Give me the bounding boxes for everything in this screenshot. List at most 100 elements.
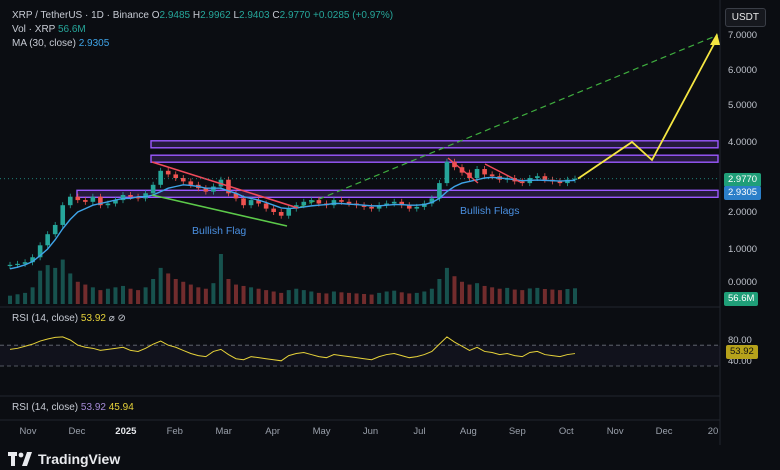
candle-body xyxy=(572,178,578,180)
candle-body xyxy=(316,200,322,204)
volume-value: 56.6M xyxy=(57,24,86,35)
volume-bar xyxy=(15,294,20,304)
tradingview-logo-icon xyxy=(8,452,32,466)
price-tick-label: 6.0000 xyxy=(728,65,757,76)
projection-path xyxy=(577,38,718,180)
candle-body xyxy=(474,169,480,178)
candle-body xyxy=(7,264,13,267)
volume-bar xyxy=(460,281,464,304)
volume-bar xyxy=(535,287,540,304)
candle-body xyxy=(98,196,103,206)
candle-body xyxy=(482,169,487,175)
candle-body xyxy=(37,245,43,258)
change-value: +0.0285 (+0.97%) xyxy=(313,10,394,21)
time-tick-label: Nov xyxy=(20,426,37,437)
volume-bar xyxy=(520,290,525,304)
time-tick-label: Oct xyxy=(559,426,574,437)
rsi-settings-icon[interactable]: ⌀ ⊘ xyxy=(108,313,126,324)
volume-bar xyxy=(234,284,238,304)
brand-bar: TradingView xyxy=(8,448,780,470)
volume-bar xyxy=(23,292,28,304)
candle-body xyxy=(361,205,367,207)
close-value: 2.9770 xyxy=(279,10,311,21)
volume-bar xyxy=(331,291,336,304)
volume-bar xyxy=(384,291,389,304)
time-tick-label: Aug xyxy=(460,426,477,437)
rsi-band xyxy=(0,345,720,366)
candle-body xyxy=(263,203,269,209)
open-label: O xyxy=(151,10,160,21)
candle-body xyxy=(248,200,254,206)
time-tick-label: Nov xyxy=(607,426,624,437)
volume-bar xyxy=(542,289,547,304)
volume-bar xyxy=(565,289,570,304)
candle-body xyxy=(60,205,66,225)
rsi-line xyxy=(9,336,576,362)
currency-button[interactable]: USDT xyxy=(724,8,766,27)
time-tick-label: 2025 xyxy=(115,426,137,437)
candle-body xyxy=(346,201,352,204)
flag3-upper-line xyxy=(484,163,521,183)
candle-body xyxy=(391,201,397,204)
volume-bar xyxy=(414,292,419,304)
volume-bar xyxy=(309,291,314,304)
candle-body xyxy=(256,200,261,204)
volume-bar xyxy=(324,293,329,304)
candle-body xyxy=(203,188,209,192)
volume-bar xyxy=(75,281,80,304)
candle-body xyxy=(331,200,337,206)
volume-bar xyxy=(8,295,12,304)
volume-bar xyxy=(256,288,261,304)
rsi-header: RSI (14, close) 53.92 ⌀ ⊘ xyxy=(12,313,126,324)
candle-body xyxy=(83,200,88,202)
candle-body xyxy=(67,196,73,206)
candle-body xyxy=(45,234,50,246)
candle-body xyxy=(271,208,276,212)
volume-bar xyxy=(429,288,434,304)
candle-body xyxy=(444,161,450,184)
volume-bar xyxy=(557,290,562,304)
volume-bar xyxy=(218,254,223,304)
price-tick-label: 0.0000 xyxy=(728,277,757,288)
candle-body xyxy=(535,176,540,178)
candle-body xyxy=(519,181,525,184)
volume-bar xyxy=(143,287,148,304)
price-tick-label: 4.0000 xyxy=(728,137,757,148)
candle-body xyxy=(429,198,435,204)
volume-bar xyxy=(211,283,216,304)
volume-bar xyxy=(196,287,201,304)
candle-body xyxy=(557,181,563,184)
candle-body xyxy=(150,184,156,194)
volume-bar xyxy=(399,292,404,304)
volume-bar xyxy=(181,281,186,304)
volume-bar xyxy=(316,292,321,304)
candle-body xyxy=(286,208,292,216)
price-tick-label: 2.0000 xyxy=(728,207,757,218)
rsi-footer: RSI (14, close) 53.92 45.94 xyxy=(12,402,134,413)
projection-arrow-head xyxy=(710,33,720,45)
candle-body xyxy=(437,183,442,199)
volume-header: Vol · XRP 56.6M xyxy=(12,24,86,35)
volume-bar xyxy=(45,265,50,304)
volume-bar xyxy=(301,290,306,304)
candle-body xyxy=(90,196,96,202)
volume-bar xyxy=(98,290,103,304)
close-label: C xyxy=(272,10,280,21)
rsi-tick-label: 80.00 xyxy=(728,335,752,346)
candle-body xyxy=(128,195,133,197)
candle-body xyxy=(113,200,118,204)
volume-bar xyxy=(53,267,58,304)
candle-body xyxy=(22,262,28,264)
candle-body xyxy=(158,170,163,185)
time-tick-label: Sep xyxy=(509,426,526,437)
flag-upper-line xyxy=(151,161,299,209)
volume-bar xyxy=(422,291,427,304)
candle-body xyxy=(339,200,344,202)
volume-bar xyxy=(505,287,510,304)
time-tick-label: Apr xyxy=(265,426,280,437)
volume-bar xyxy=(362,294,367,304)
rsi-footer-label: RSI (14, close) xyxy=(12,402,79,413)
rsi-footer-value2: 45.94 xyxy=(108,402,134,413)
candle-body xyxy=(52,224,58,235)
